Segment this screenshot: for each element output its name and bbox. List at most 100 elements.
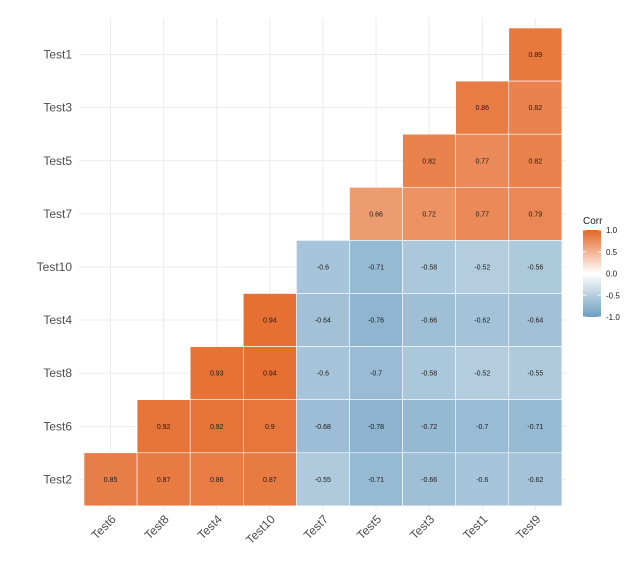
legend-tick-label: 0.0	[606, 270, 618, 279]
y-tick-label: Test3	[43, 101, 72, 115]
heatmap-cell	[402, 240, 457, 294]
y-tick-label: Test1	[43, 48, 72, 62]
cell-value-label: 0.82	[529, 105, 543, 112]
heatmap-cell	[508, 187, 563, 241]
heatmap-cell	[349, 187, 403, 241]
heatmap-cell	[189, 452, 244, 507]
x-tick-label: Test1	[460, 512, 490, 542]
y-tick-label: Test5	[43, 154, 72, 168]
legend: Corr 1.0 0.5 0.0 -0.5 -1.0	[583, 216, 620, 322]
heatmap-cell	[189, 346, 244, 401]
cell-value-label: 0.87	[157, 477, 171, 484]
heatmap-cell	[402, 187, 457, 241]
heatmap-cell	[455, 240, 510, 294]
cell-value-label: 0.94	[263, 318, 277, 325]
cell-value-label: -0.58	[421, 264, 437, 271]
y-axis: Test1 Test3 Test5 Test7 Test10 Test4 Test8 Test…	[37, 48, 73, 487]
heatmap-cell	[349, 240, 403, 294]
cell-value-label: -0.6	[317, 371, 329, 378]
heatmap-cell	[508, 346, 563, 401]
cell-value-label: -0.7	[476, 424, 488, 431]
heatmap-cell	[508, 133, 563, 188]
heatmap-cell	[349, 293, 403, 347]
heatmap-cell	[243, 452, 297, 507]
heatmap-cell	[402, 133, 457, 188]
cell-value-label: -0.78	[368, 424, 384, 431]
cell-value-label: 0.92	[157, 424, 171, 431]
cell-value-label: -0.76	[368, 318, 384, 325]
heatmap-cell	[508, 80, 563, 135]
cell-value-label: -0.56	[527, 264, 543, 271]
cell-value-label: -0.6	[476, 477, 488, 484]
x-tick-label: Test4	[195, 512, 225, 542]
heatmap-cell	[402, 293, 457, 347]
cell-value-label: 0.9	[265, 424, 275, 431]
cell-value-label: -0.55	[527, 371, 543, 378]
cell-value-label: -0.7	[370, 371, 382, 378]
cell-labels: 0.89 0.86 0.82 0.82 0.77 0.82 0.66 0.72 0.77 0.79…	[104, 52, 544, 484]
y-tick-label: Test2	[43, 472, 72, 486]
heatmap-cell	[243, 293, 297, 347]
cell-value-label: -0.52	[474, 371, 490, 378]
cell-value-label: -0.71	[368, 477, 384, 484]
heatmap-cell	[455, 80, 510, 135]
cell-value-label: -0.52	[474, 264, 490, 271]
x-tick-label: Test5	[354, 512, 384, 542]
heatmap-cell	[296, 399, 350, 454]
cell-value-label: 0.82	[422, 158, 436, 165]
x-tick-label: Test6	[88, 512, 118, 542]
legend-tick-label: -1.0	[606, 313, 620, 322]
legend-tick-label: 0.5	[606, 248, 618, 257]
cell-value-label: 0.79	[529, 211, 543, 218]
legend-title: Corr	[583, 216, 603, 227]
x-tick-label: Test8	[142, 512, 172, 542]
x-tick-label: Test10	[243, 512, 278, 547]
cell-value-label: -0.55	[315, 477, 331, 484]
y-tick-label: Test8	[43, 366, 72, 380]
heatmap-cells	[83, 27, 563, 507]
y-tick-label: Test4	[43, 313, 72, 327]
legend-tick-label: 1.0	[606, 226, 618, 235]
cell-value-label: 0.93	[210, 371, 224, 378]
heatmap-cell	[349, 346, 403, 401]
cell-value-label: 0.86	[210, 477, 224, 484]
heatmap-cell	[296, 346, 350, 401]
heatmap-cell	[508, 240, 563, 294]
cell-value-label: -0.62	[527, 477, 543, 484]
cell-value-label: -0.62	[474, 318, 490, 325]
heatmap-cell	[296, 452, 350, 507]
cell-value-label: 0.94	[263, 371, 277, 378]
x-tick-label: Test9	[513, 512, 543, 542]
cell-value-label: -0.64	[527, 318, 543, 325]
heatmap-cell	[455, 346, 510, 401]
heatmap-cell	[508, 27, 563, 82]
heatmap-cell	[136, 452, 191, 507]
cell-value-label: -0.71	[368, 264, 384, 271]
cell-value-label: 0.82	[529, 158, 543, 165]
cell-value-label: -0.58	[421, 371, 437, 378]
cell-value-label: -0.72	[421, 424, 437, 431]
heatmap-cell	[402, 346, 457, 401]
cell-value-label: -0.6	[317, 264, 329, 271]
cell-value-label: 0.85	[104, 477, 118, 484]
heatmap-cell	[296, 240, 350, 294]
heatmap-cell	[508, 452, 563, 507]
y-tick-label: Test6	[43, 419, 72, 433]
heatmap-cell	[243, 346, 297, 401]
heatmap-cell	[402, 452, 457, 507]
heatmap-cell	[508, 293, 563, 347]
heatmap-cell	[243, 399, 297, 454]
cell-value-label: -0.64	[315, 318, 331, 325]
heatmap-cell	[455, 399, 510, 454]
x-axis: Test6 Test8 Test4 Test10 Test7 Test5 Test3 Test…	[88, 512, 543, 547]
legend-tick-label: -0.5	[606, 291, 620, 300]
x-tick-label: Test7	[301, 512, 331, 542]
cell-value-label: 0.92	[210, 424, 224, 431]
cell-value-label: -0.68	[315, 424, 331, 431]
cell-value-label: 0.86	[475, 105, 489, 112]
cell-value-label: -0.71	[527, 424, 543, 431]
y-tick-label: Test7	[43, 207, 72, 221]
heatmap-cell	[349, 452, 403, 507]
cell-value-label: -0.66	[421, 318, 437, 325]
